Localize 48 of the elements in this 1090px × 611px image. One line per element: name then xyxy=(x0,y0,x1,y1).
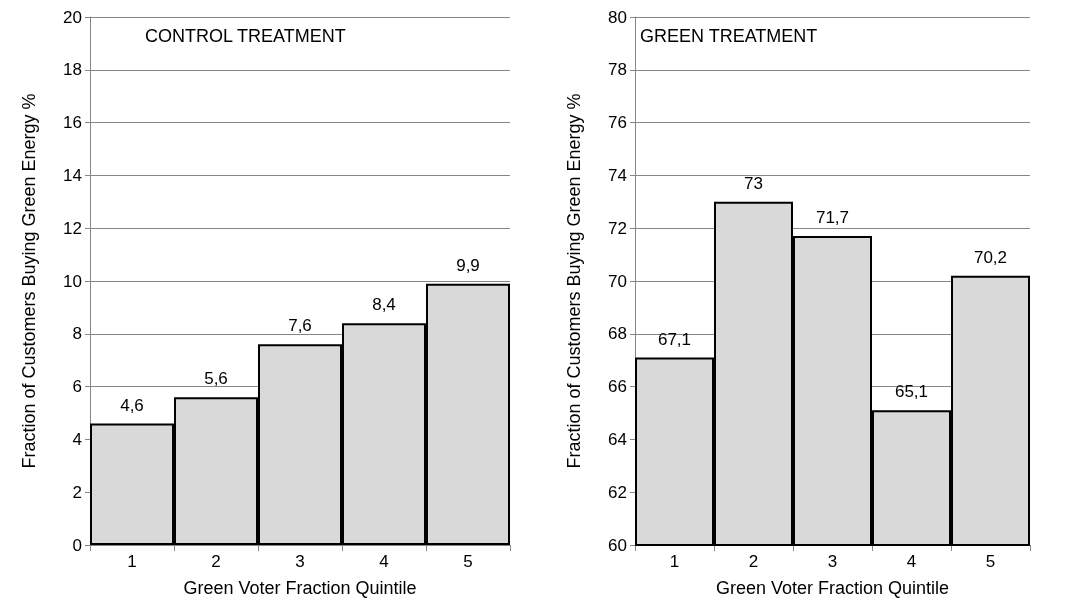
y-tick-label: 12 xyxy=(63,218,82,238)
y-tick-label: 62 xyxy=(608,482,627,502)
x-tick-label: 2 xyxy=(211,552,221,571)
x-tick-label: 1 xyxy=(127,552,137,571)
y-tick-label: 0 xyxy=(72,535,82,555)
data-label: 65,1 xyxy=(894,382,929,402)
data-label: 70,2 xyxy=(973,247,1008,267)
x-tick-label: 3 xyxy=(827,552,838,571)
data-label: 9,9 xyxy=(456,255,480,275)
y-tick-label: 14 xyxy=(63,165,82,185)
y-tick-label: 78 xyxy=(608,60,627,80)
x-tick-label: 3 xyxy=(295,552,305,571)
data-label: 71,7 xyxy=(815,208,850,228)
x-tick-label: 2 xyxy=(748,552,759,571)
x-tick-label: 5 xyxy=(463,552,473,571)
y-axis-title: Fraction of Customers Buying Green Energy % xyxy=(19,93,39,469)
text: CONTROL TREATMENT xyxy=(145,26,346,46)
y-tick-label: 8 xyxy=(72,324,82,344)
y-tick-label: 80 xyxy=(608,7,627,27)
y-tick-label: 10 xyxy=(63,271,82,291)
y-tick-label: 72 xyxy=(608,218,627,238)
x-tick-label: 4 xyxy=(379,552,389,571)
y-tick-label: 18 xyxy=(63,60,82,80)
data-label: 67,1 xyxy=(657,329,692,349)
text: GREEN TREATMENT xyxy=(640,26,818,46)
y-tick-label: 74 xyxy=(608,165,627,185)
x-tick-label: 5 xyxy=(985,552,996,571)
x-tick-label: 4 xyxy=(906,552,917,571)
y-tick-label: 2 xyxy=(72,482,82,502)
y-tick-label: 64 xyxy=(608,429,627,449)
y-tick-label: 60 xyxy=(608,535,627,555)
y-tick-label: 70 xyxy=(608,271,627,291)
y-tick-label: 76 xyxy=(608,113,627,133)
y-tick-label: 16 xyxy=(63,113,82,133)
y-tick-label: 66 xyxy=(608,377,627,397)
y-tick-label: 6 xyxy=(72,377,82,397)
x-axis-title: Green Voter Fraction Quintile xyxy=(715,578,950,598)
data-label: 7,6 xyxy=(288,316,312,336)
x-tick-label: 1 xyxy=(669,552,680,571)
data-label: 73 xyxy=(744,173,763,193)
y-tick-label: 4 xyxy=(72,429,82,449)
data-label: 8,4 xyxy=(372,295,396,315)
y-axis-title: Fraction of Customers Buying Green Energy % xyxy=(564,93,584,469)
y-tick-label: 20 xyxy=(63,7,82,27)
data-label: 5,6 xyxy=(204,369,228,389)
y-tick-label: 68 xyxy=(608,324,627,344)
data-label: 4,6 xyxy=(120,395,144,415)
x-axis-title: Green Voter Fraction Quintile xyxy=(183,578,417,598)
